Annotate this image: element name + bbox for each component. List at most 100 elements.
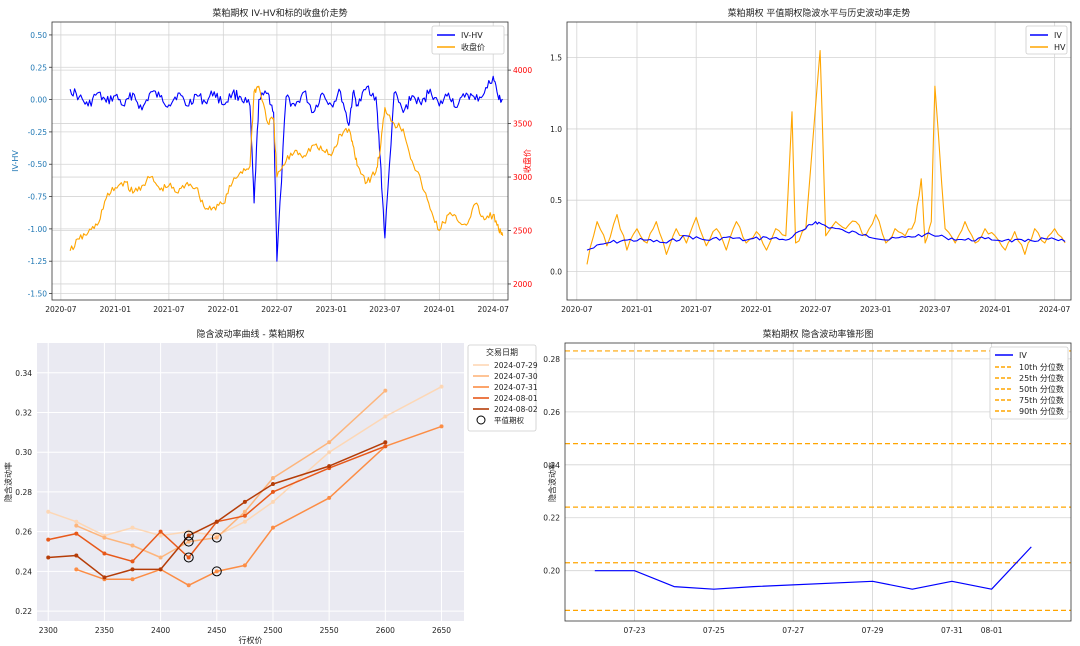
chart-title: 菜粕期权 IV-HV和标的收盘价走势	[212, 7, 347, 19]
x-tick-label: 2023-01	[860, 305, 892, 314]
y-tick-label: 0.00	[30, 96, 47, 105]
x-tick-label: 2023-07	[369, 305, 401, 314]
data-point	[439, 424, 444, 429]
y-tick-label: 0.32	[15, 409, 32, 418]
data-point	[186, 555, 191, 560]
legend-atm-label: 平值期权	[494, 415, 524, 425]
x-tick-label: 2024-01	[979, 305, 1011, 314]
x-tick-label: 2450	[207, 626, 226, 635]
data-point	[327, 495, 332, 500]
data-point	[74, 553, 79, 558]
data-point	[383, 444, 388, 449]
data-point	[102, 551, 107, 556]
y-tick-label: -1.00	[28, 225, 48, 234]
y-tick-label: 0.28	[15, 488, 32, 497]
chart-title: 菜粕期权 隐含波动率锥形图	[763, 328, 874, 340]
data-point	[214, 519, 219, 524]
p1-border	[51, 21, 509, 301]
legend-close-price-label: 收盘价	[461, 42, 485, 52]
series-line-2024-07-29	[47, 386, 442, 537]
atm-marker	[183, 536, 194, 547]
chart-vol-cone: 0.28 0.26 0.24 0.22 0.20 07-23 07-25 07-27 07-29…	[543, 328, 1072, 635]
legend-label: 2024-07-30	[494, 372, 538, 381]
x-axis-label: 行权价	[239, 635, 263, 645]
y-tick-label: 1.0	[550, 125, 562, 134]
legend-atm-swatch	[476, 415, 486, 425]
series-line-iv-hv	[69, 75, 503, 262]
plot-background	[37, 343, 464, 621]
data-point	[270, 489, 275, 494]
series-line-close-price	[69, 85, 504, 251]
y-axis-label: 隐含波动率	[547, 462, 557, 502]
legend-percentile-label: 50th 分位数	[1019, 384, 1064, 394]
x-tick-label: 2350	[95, 626, 114, 635]
legend-iv-label: IV	[1054, 31, 1062, 40]
y2-tick-label: 2500	[513, 227, 532, 236]
x-tick-label: 2650	[432, 626, 451, 635]
series-line-iv	[586, 221, 1066, 251]
data-point	[186, 539, 191, 544]
legend-percentile-label: 25th 分位数	[1019, 373, 1064, 383]
data-point	[46, 555, 51, 560]
x-tick-label: 2022-07	[800, 305, 832, 314]
x-tick-label: 2024-01	[424, 305, 456, 314]
y-tick-label: 0.24	[543, 461, 560, 470]
chart-iv-hv: 1.5 1.0 0.5 0.0 2020-07 2021-01 2021-07 2022-01…	[550, 7, 1072, 314]
x-tick-label: 2020-07	[45, 305, 77, 314]
x-tick-label: 07-23	[624, 626, 646, 635]
chart-title: 隐含波动率曲线 - 菜粕期权	[197, 328, 305, 340]
chart-iv-hv-price-plot-area	[52, 22, 508, 300]
chart-iv-smile: 0.34 0.32 0.30 0.28 0.26 0.24 0.22 2300 2350 2400…	[3, 328, 538, 645]
x-tick-label: 2550	[320, 626, 339, 635]
data-point	[327, 450, 332, 455]
legend-iv-hv-label: IV-HV	[461, 31, 483, 40]
x-tick-label: 2400	[151, 626, 170, 635]
y2-tick-label: 3500	[513, 120, 532, 129]
y-tick-label: 0.22	[543, 514, 560, 523]
data-point	[46, 537, 51, 542]
data-point	[130, 559, 135, 564]
y-tick-label: -0.75	[28, 193, 48, 202]
x-tick-label: 07-29	[862, 626, 884, 635]
x-tick-label: 07-27	[782, 626, 804, 635]
y-tick-label: 0.34	[15, 369, 32, 378]
x-tick-label: 2024-07	[478, 305, 510, 314]
y-tick-label: -0.25	[28, 128, 48, 137]
y-tick-label: 0.20	[543, 567, 560, 576]
y2-tick-label: 4000	[513, 66, 532, 75]
data-point	[158, 555, 163, 560]
y2-tick-label: 2000	[513, 280, 532, 289]
data-point	[130, 567, 135, 572]
y-tick-label: -1.25	[28, 257, 48, 266]
legend-hv-label: HV	[1054, 43, 1066, 52]
data-point	[270, 499, 275, 504]
data-point	[186, 529, 191, 534]
y2-tick-label: 3000	[513, 173, 532, 182]
y2-axis-label: 收盘价	[522, 149, 532, 173]
atm-marker	[183, 530, 194, 541]
data-point	[214, 535, 219, 540]
atm-marker	[211, 532, 222, 543]
data-point	[242, 563, 247, 568]
legend-label: 2024-07-29	[494, 361, 538, 370]
data-point	[327, 464, 332, 469]
data-point	[270, 525, 275, 530]
x-tick-label: 2022-01	[208, 305, 240, 314]
y-tick-label: 0.5	[550, 196, 562, 205]
y-axis-label: 隐含波动率	[3, 462, 13, 502]
data-point	[158, 567, 163, 572]
data-point	[270, 476, 275, 481]
y-axis-label: IV-HV	[11, 150, 20, 172]
data-point	[242, 513, 247, 518]
x-tick-label: 2022-01	[741, 305, 773, 314]
legend-title: 交易日期	[486, 347, 518, 357]
chart-title: 菜粕期权 平值期权隐波水平与历史波动率走势	[728, 7, 911, 19]
y-tick-label: 0.30	[15, 448, 32, 457]
data-point	[327, 440, 332, 445]
y-tick-label: 1.5	[550, 54, 562, 63]
legend-label: 2024-07-31	[494, 383, 538, 392]
data-point	[242, 499, 247, 504]
y-tick-label: -0.50	[28, 160, 48, 169]
y-tick-label: 0.22	[15, 607, 32, 616]
